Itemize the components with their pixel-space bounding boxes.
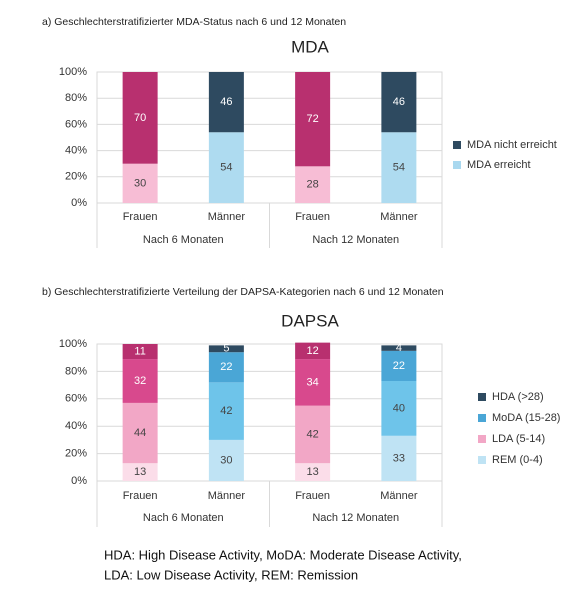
data-label: 46	[393, 96, 405, 108]
data-label: 11	[134, 345, 145, 357]
bar-segment	[208, 72, 244, 133]
bar-segment	[295, 166, 331, 203]
legend-label: REM (0-4)	[492, 454, 543, 466]
bar-segment	[381, 435, 417, 481]
bar-segment	[381, 350, 417, 381]
data-label: 5	[223, 343, 229, 355]
data-label: 32	[134, 375, 146, 387]
bar-segment	[208, 132, 244, 203]
group-label: Nach 12 Monaten	[312, 234, 399, 246]
bar-segment	[381, 132, 417, 203]
data-label: 54	[393, 162, 405, 174]
bar-segment	[208, 382, 244, 440]
group-label: Nach 6 Monaten	[143, 512, 224, 524]
group-label: Nach 6 Monaten	[143, 234, 224, 246]
legend-swatch	[478, 435, 486, 443]
y-tick-label: 60%	[65, 118, 87, 130]
data-label: 46	[220, 96, 232, 108]
group-label: Nach 12 Monaten	[312, 512, 399, 524]
y-tick-label: 0%	[71, 475, 87, 487]
bar-segment	[295, 405, 331, 464]
footnote-line: HDA: High Disease Activity, MoDA: Modera…	[104, 547, 462, 562]
bar-segment	[122, 359, 158, 403]
x-tick-label: Frauen	[123, 211, 158, 223]
data-label: 44	[134, 427, 146, 439]
y-tick-label: 80%	[65, 92, 87, 104]
y-tick-label: 40%	[65, 145, 87, 157]
y-tick-label: 60%	[65, 393, 87, 405]
data-label: 72	[307, 113, 319, 125]
legend-label: MDA nicht erreicht	[467, 139, 557, 151]
legend-swatch	[478, 456, 486, 464]
legend-swatch	[453, 141, 461, 149]
x-tick-label: Männer	[208, 211, 246, 223]
data-label: 54	[220, 162, 232, 174]
data-label: 42	[307, 428, 319, 440]
data-label: 22	[220, 361, 232, 373]
x-tick-label: Frauen	[123, 490, 158, 502]
data-label: 70	[134, 112, 146, 124]
data-label: 40	[393, 402, 405, 414]
data-label: 22	[393, 360, 405, 372]
bar-segment	[295, 359, 331, 406]
bar-segment	[122, 463, 158, 481]
legend-label: LDA (5-14)	[492, 433, 545, 445]
bar-segment	[295, 463, 331, 481]
legend-swatch	[478, 393, 486, 401]
bar-segment	[208, 345, 244, 353]
data-label: 34	[307, 376, 319, 388]
y-tick-label: 100%	[59, 66, 87, 78]
panel-caption: a) Geschlechterstratifizierter MDA-Statu…	[42, 16, 346, 28]
bar-segment	[381, 380, 417, 436]
data-label: 30	[220, 454, 232, 466]
x-tick-label: Männer	[380, 490, 418, 502]
y-tick-label: 80%	[65, 365, 87, 377]
bar-segment	[122, 163, 158, 203]
data-label: 30	[134, 177, 146, 189]
legend-label: MoDA (15-28)	[492, 412, 560, 424]
legend-label: HDA (>28)	[492, 391, 544, 403]
y-tick-label: 0%	[71, 197, 87, 209]
chart-title: DAPSA	[281, 311, 339, 330]
legend-swatch	[453, 161, 461, 169]
data-label: 12	[307, 345, 319, 357]
y-tick-label: 40%	[65, 420, 87, 432]
bar-segment	[295, 342, 331, 360]
y-tick-label: 20%	[65, 171, 87, 183]
x-tick-label: Frauen	[295, 211, 330, 223]
bar-segment	[295, 72, 331, 167]
x-tick-label: Frauen	[295, 490, 330, 502]
panel-caption: b) Geschlechterstratifizierte Verteilung…	[42, 286, 444, 298]
legend-label: MDA erreicht	[467, 159, 531, 171]
bar-segment	[122, 72, 158, 164]
bar-segment	[122, 402, 158, 464]
data-label: 13	[307, 466, 319, 478]
data-label: 33	[393, 452, 405, 464]
x-tick-label: Männer	[208, 490, 246, 502]
footnote-line: LDA: Low Disease Activity, REM: Remissio…	[104, 567, 358, 582]
data-label: 28	[307, 179, 319, 191]
y-tick-label: 20%	[65, 448, 87, 460]
bar-segment	[381, 345, 417, 351]
bar-segment	[381, 72, 417, 133]
data-label: 4	[396, 342, 402, 354]
data-label: 42	[220, 405, 232, 417]
bar-segment	[208, 439, 244, 481]
data-label: 13	[134, 466, 146, 478]
y-tick-label: 100%	[59, 338, 87, 350]
legend-swatch	[478, 414, 486, 422]
bar-segment	[122, 344, 158, 360]
bar-segment	[208, 352, 244, 383]
x-tick-label: Männer	[380, 211, 418, 223]
chart-title: MDA	[291, 37, 329, 56]
